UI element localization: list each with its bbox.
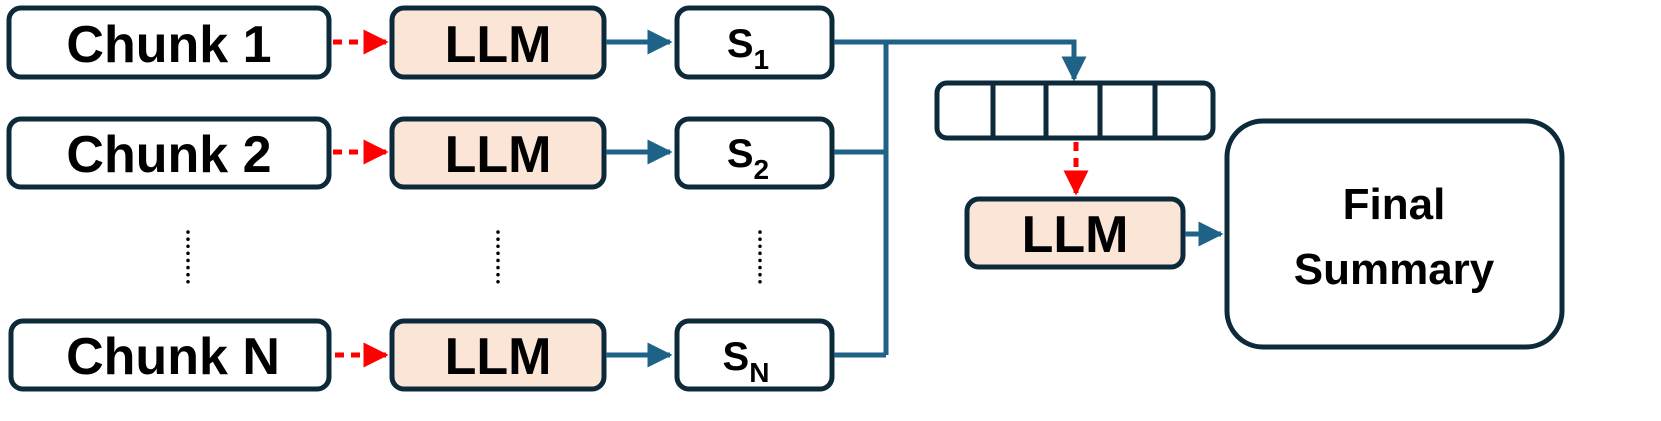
llm-box-1 [389, 5, 607, 80]
chunk-label-2: Chunk 2 [66, 126, 271, 184]
final-summary-line2: Summary [1294, 245, 1495, 294]
chunk-label-n: Chunk N [66, 328, 280, 386]
summary-box-2 [674, 116, 835, 190]
summary-subscript-2: 2 [754, 154, 770, 185]
summary-label-n: SN [723, 335, 770, 388]
llm-box-2 [389, 116, 607, 190]
summary-base-1: S [727, 22, 754, 66]
summary-box-n [674, 318, 835, 392]
chunk-box-2 [6, 116, 332, 190]
chunk-box-1 [6, 5, 332, 80]
final-llm-box [964, 196, 1186, 270]
llm-label-2: LLM [445, 126, 552, 184]
llm-label-1: LLM [445, 16, 552, 74]
summary-subscript-1: 1 [754, 44, 770, 75]
final-summary-line1: Final [1343, 180, 1446, 229]
summary-box-1 [674, 5, 835, 80]
llm-label-n: LLM [445, 328, 552, 386]
summary-label-1: S1 [727, 22, 769, 75]
chunk-box-n [8, 318, 332, 392]
final-llm-label: LLM [1022, 206, 1129, 264]
collector-bus [834, 39, 1077, 358]
chunk-label-1: Chunk 1 [66, 16, 271, 74]
summary-base-2: S [727, 132, 754, 176]
summary-subscript-n: N [749, 357, 769, 388]
llm-box-n [389, 318, 607, 392]
summary-base-n: S [723, 335, 750, 379]
summary-buffer [934, 80, 1216, 141]
summary-label-2: S2 [727, 132, 769, 185]
final-summary-box [1224, 118, 1565, 350]
